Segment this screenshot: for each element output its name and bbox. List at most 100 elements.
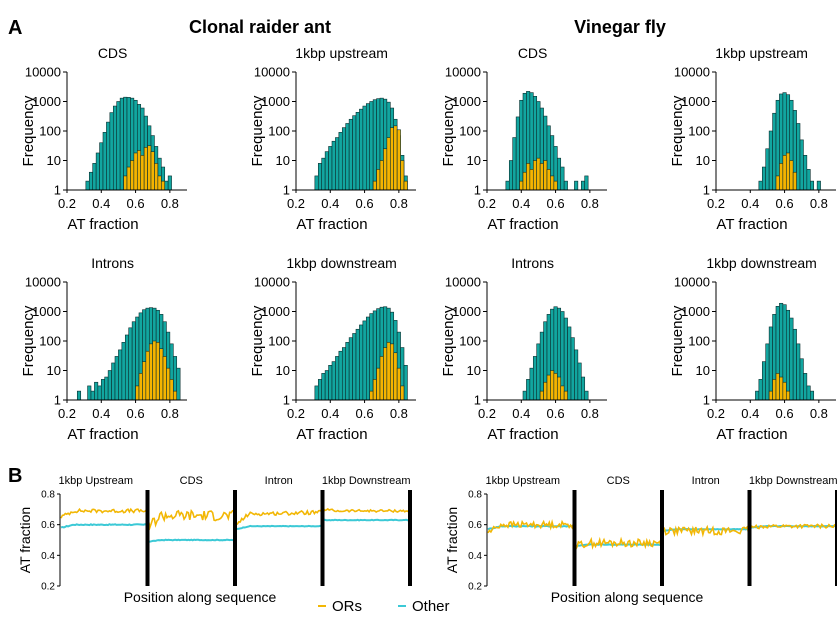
x-tick-label: 0.8 xyxy=(390,406,408,421)
y-tick-label: 100 xyxy=(688,124,710,139)
bar-ors xyxy=(386,342,391,401)
histogram-title: 1kbp upstream xyxy=(295,45,388,61)
y-tick-label: 0.6 xyxy=(41,520,55,531)
bar-other xyxy=(331,361,336,401)
y-tick-label: 10000 xyxy=(445,65,481,80)
x-axis-label: AT fraction xyxy=(716,216,787,233)
x-tick-label: 0.4 xyxy=(92,196,110,211)
x-tick-label: 0.4 xyxy=(321,196,339,211)
histogram-title: 1kbp downstream xyxy=(286,255,397,271)
y-tick-label: 10000 xyxy=(674,65,710,80)
y-tick-label: 100 xyxy=(39,334,61,349)
bar-ors xyxy=(130,160,135,191)
legend: ORs Other xyxy=(318,598,450,615)
bar-other xyxy=(508,160,514,191)
bar-ors xyxy=(775,373,780,401)
species-title-fly: Vinegar fly xyxy=(574,17,666,37)
y-tick-label: 1 xyxy=(283,393,290,408)
bar-ors xyxy=(550,175,555,191)
x-tick-label: 0.8 xyxy=(161,406,179,421)
series-line-ors xyxy=(749,522,837,530)
bar-other xyxy=(529,367,534,401)
bar-other xyxy=(532,356,538,401)
bar-other xyxy=(560,166,565,191)
bar-ors xyxy=(519,180,524,191)
bar-other xyxy=(314,175,319,191)
bar-other xyxy=(90,390,95,401)
x-tick-label: 0.6 xyxy=(356,196,374,211)
y-axis-label: Frequency xyxy=(440,305,457,376)
bar-other xyxy=(345,123,350,191)
series-line-ors xyxy=(662,524,750,538)
y-axis-label: AT fraction xyxy=(17,507,33,573)
bar-ors xyxy=(550,370,555,401)
x-axis-label: Position along sequence xyxy=(551,589,704,605)
x-axis-label: AT fraction xyxy=(67,426,138,443)
bar-other xyxy=(92,163,97,191)
bar-ors xyxy=(543,381,548,401)
bar-other xyxy=(128,327,133,401)
bar-other xyxy=(372,99,377,191)
x-axis-label: Position along sequence xyxy=(124,589,277,605)
bar-other xyxy=(755,390,760,401)
bar-other xyxy=(359,108,364,191)
bar-ors xyxy=(532,160,538,191)
legend-label-ors: ORs xyxy=(332,598,362,615)
x-tick-label: 0.2 xyxy=(58,406,76,421)
bar-ors xyxy=(768,390,773,401)
y-tick-label: 1000 xyxy=(452,94,481,109)
bar-other xyxy=(809,180,815,191)
series-line-ors xyxy=(235,509,322,526)
bar-other xyxy=(563,317,568,401)
y-tick-label: 1 xyxy=(703,183,710,198)
legend-label-other: Other xyxy=(412,598,450,615)
bar-ors xyxy=(150,151,155,191)
bar-other xyxy=(328,365,333,401)
x-tick-label: 0.8 xyxy=(581,406,599,421)
bar-ors xyxy=(155,342,160,401)
bar-other xyxy=(536,343,541,401)
bar-ors xyxy=(136,150,142,191)
bar-other xyxy=(539,331,544,401)
bar-other xyxy=(359,324,364,401)
histogram-title: 1kbp upstream xyxy=(715,45,808,61)
bar-ors xyxy=(526,163,531,191)
bar-other xyxy=(768,326,773,401)
bar-other xyxy=(785,309,791,401)
bar-other xyxy=(803,373,808,401)
region-label: CDS xyxy=(607,475,630,487)
bar-ors xyxy=(782,155,787,191)
y-tick-label: 10000 xyxy=(254,275,290,290)
y-tick-label: 0.6 xyxy=(468,520,482,531)
bar-other xyxy=(118,349,123,401)
region-label: 1kbp Upstream xyxy=(58,475,133,487)
bar-other xyxy=(76,390,82,401)
x-tick-label: 0.2 xyxy=(287,406,305,421)
bar-ors xyxy=(556,376,562,401)
x-tick-label: 0.8 xyxy=(810,406,828,421)
bar-other xyxy=(352,115,357,191)
bar-other xyxy=(512,137,517,191)
bar-other xyxy=(338,350,343,401)
bar-other xyxy=(772,112,777,191)
series-line-other xyxy=(60,523,147,529)
bar-ors xyxy=(785,152,791,191)
bar-ors xyxy=(393,352,398,401)
bar-other xyxy=(112,105,118,191)
bar-other xyxy=(164,180,169,191)
bar-ors xyxy=(393,125,398,191)
y-tick-label: 0.8 xyxy=(468,490,482,501)
line-chart-1: 1kbp Upstream CDS Intron 1kbp Downstream 0.2… xyxy=(17,475,412,605)
bar-other xyxy=(570,337,575,401)
bar-ors xyxy=(169,379,174,401)
panel-label-b: B xyxy=(8,465,22,487)
bar-other xyxy=(97,385,102,401)
bar-other xyxy=(577,362,582,401)
bar-ors xyxy=(372,180,377,191)
species-title-ant: Clonal raider ant xyxy=(189,17,331,37)
y-tick-label: 10 xyxy=(276,153,290,168)
histogram-4: 1kbp upstream 1 10 100 1000 10000 0.2 0.4 0.6 0.8… xyxy=(669,45,836,233)
bar-other xyxy=(580,376,586,401)
bar-other xyxy=(176,367,181,401)
